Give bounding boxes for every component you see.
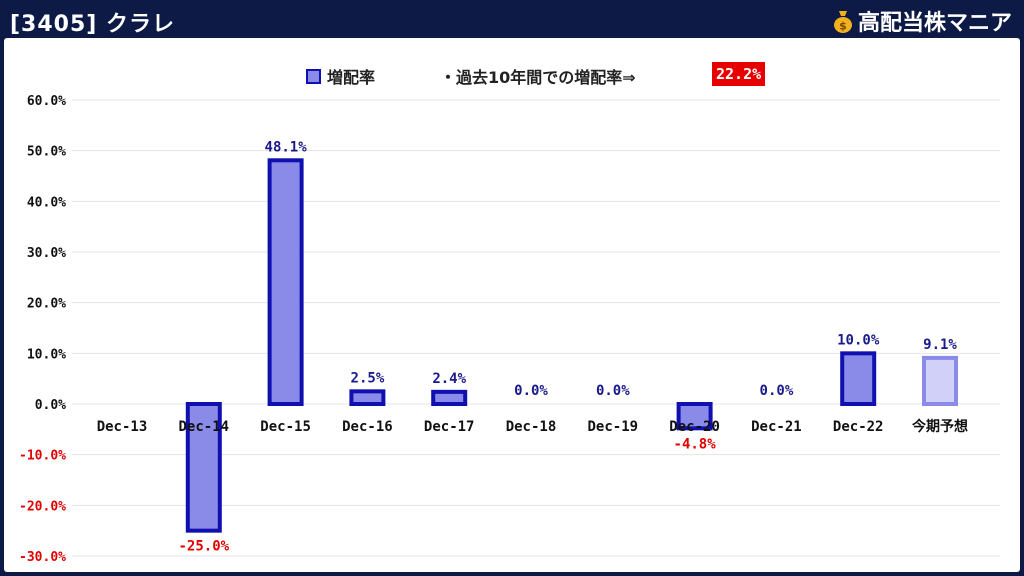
y-tick-label: -20.0% bbox=[19, 499, 66, 514]
y-tick-label: 20.0% bbox=[27, 297, 66, 312]
growth-note: ・過去10年間での増配率⇒ bbox=[440, 68, 636, 87]
x-tick-label: 今期予想 bbox=[911, 418, 968, 435]
data-label: 10.0% bbox=[837, 332, 880, 348]
chart-panel bbox=[4, 38, 1020, 572]
y-tick-label: 40.0% bbox=[27, 195, 66, 210]
legend-label: 増配率 bbox=[327, 68, 376, 87]
brand-logo: $ 高配当株マニア bbox=[832, 5, 1012, 37]
bar-Dec-14 bbox=[185, 402, 222, 533]
x-tick-label: Dec-16 bbox=[342, 419, 393, 435]
legend: 増配率 bbox=[306, 64, 375, 88]
bar-Dec-20 bbox=[676, 402, 713, 431]
data-label: 0.0% bbox=[596, 383, 630, 399]
growth-note-value: 22.2% bbox=[712, 62, 766, 86]
brand-name: 高配当株マニア bbox=[857, 11, 1012, 36]
x-tick-label: Dec-21 bbox=[751, 419, 802, 435]
y-tick-label: -30.0% bbox=[19, 550, 66, 565]
bar-Dec-16 bbox=[349, 389, 386, 407]
y-tick-label: 10.0% bbox=[27, 347, 66, 362]
x-tick-label: Dec-19 bbox=[588, 419, 639, 435]
y-tick-label: -10.0% bbox=[19, 449, 66, 464]
y-tick-label: 50.0% bbox=[27, 145, 66, 160]
bar-Dec-17 bbox=[431, 389, 468, 406]
data-label: 0.0% bbox=[514, 383, 548, 399]
svg-text:$: $ bbox=[839, 20, 847, 33]
x-tick-label: Dec-18 bbox=[506, 419, 557, 435]
x-tick-label: Dec-20 bbox=[669, 419, 720, 435]
data-label: 2.5% bbox=[351, 370, 385, 386]
data-labels: -25.0% 48.1% 2.5% 2.4% 0.0% 0.0% -4.8% 0.0% 10.0… bbox=[179, 139, 958, 554]
data-label: 48.1% bbox=[265, 139, 308, 155]
x-tick-label: Dec-14 bbox=[179, 419, 230, 435]
data-label: -4.8% bbox=[674, 436, 717, 452]
x-tick-label: Dec-13 bbox=[97, 419, 148, 435]
bar-Dec-22 bbox=[840, 351, 877, 407]
x-tick-label: Dec-17 bbox=[424, 419, 475, 435]
y-tick-label: 30.0% bbox=[27, 246, 66, 261]
data-label: -25.0% bbox=[179, 539, 230, 555]
x-tick-label: Dec-15 bbox=[260, 419, 311, 435]
money-bag-icon: $ bbox=[833, 11, 852, 33]
x-tick-label: Dec-22 bbox=[833, 419, 884, 435]
y-tick-label: 0.0% bbox=[35, 398, 66, 413]
y-tick-label: 60.0% bbox=[27, 94, 66, 109]
x-axis: Dec-13 Dec-14 Dec-15 Dec-16 Dec-17 Dec-18 Dec-… bbox=[97, 418, 968, 435]
legend-swatch bbox=[306, 68, 321, 84]
data-label: 2.4% bbox=[432, 371, 466, 387]
bar-今期予想 bbox=[922, 355, 958, 407]
bars bbox=[185, 158, 958, 533]
bar-Dec-15 bbox=[267, 158, 304, 406]
page-title: [3405] クラレ bbox=[10, 12, 175, 37]
data-label: 0.0% bbox=[760, 383, 794, 399]
y-axis: 60.0% 50.0% 40.0% 30.0% 20.0% 10.0% 0.0% -10.0%… bbox=[19, 94, 66, 565]
data-label: 9.1% bbox=[923, 337, 957, 353]
